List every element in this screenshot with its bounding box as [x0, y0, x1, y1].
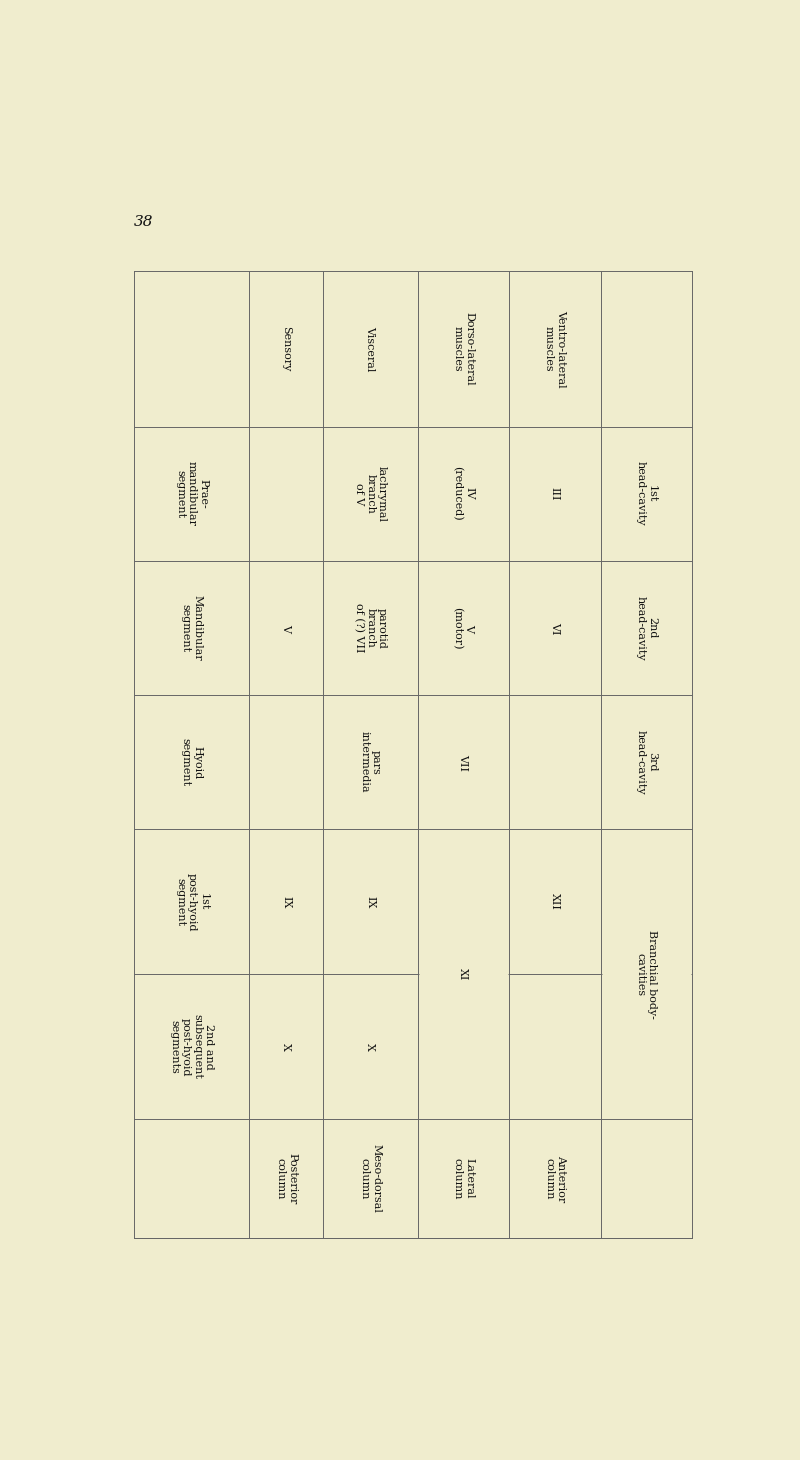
Text: IV
(reduced): IV (reduced) [452, 466, 474, 521]
Text: 1st
post-hyoid
segment: 1st post-hyoid segment [175, 873, 208, 931]
Text: III: III [550, 488, 560, 501]
Text: X: X [366, 1042, 375, 1051]
Text: 38: 38 [134, 215, 154, 229]
Text: lachrymal
branch
of V: lachrymal branch of V [354, 466, 387, 521]
Text: Prae-
mandibular
segment: Prae- mandibular segment [175, 461, 208, 526]
Text: 2nd
head-cavity: 2nd head-cavity [635, 596, 657, 660]
Text: Lateral
column: Lateral column [453, 1158, 474, 1199]
Text: X: X [281, 1042, 291, 1051]
Text: V: V [281, 623, 291, 632]
Text: 2nd and
subsequent
post-hyoid
segments: 2nd and subsequent post-hyoid segments [170, 1015, 214, 1079]
Text: Branchial body-
cavities: Branchial body- cavities [635, 930, 657, 1019]
Text: Sensory: Sensory [281, 326, 291, 371]
Text: VII: VII [458, 753, 468, 771]
Text: Anterior
column: Anterior column [544, 1155, 566, 1202]
Text: parotid
branch
of (?) VII: parotid branch of (?) VII [354, 603, 387, 653]
Text: Hyoid
segment: Hyoid segment [181, 739, 202, 787]
Text: Mandibular
segment: Mandibular segment [181, 596, 202, 661]
Text: XI: XI [458, 968, 468, 981]
Text: Meso-dorsal
column: Meso-dorsal column [359, 1145, 381, 1213]
Text: VI: VI [550, 622, 560, 634]
Text: IX: IX [281, 895, 291, 908]
Text: 1st
head-cavity: 1st head-cavity [635, 461, 657, 526]
Text: XII: XII [550, 894, 560, 910]
Text: Visceral: Visceral [366, 326, 375, 371]
Text: Dorso-lateral
muscles: Dorso-lateral muscles [453, 312, 474, 385]
Text: V
(motor): V (motor) [452, 607, 474, 650]
Text: IX: IX [366, 895, 375, 908]
Text: pars
intermedia: pars intermedia [359, 731, 381, 793]
Text: Posterior
column: Posterior column [275, 1153, 297, 1204]
Text: Ventro-lateral
muscles: Ventro-lateral muscles [544, 310, 566, 387]
Text: 3rd
head-cavity: 3rd head-cavity [635, 730, 657, 794]
